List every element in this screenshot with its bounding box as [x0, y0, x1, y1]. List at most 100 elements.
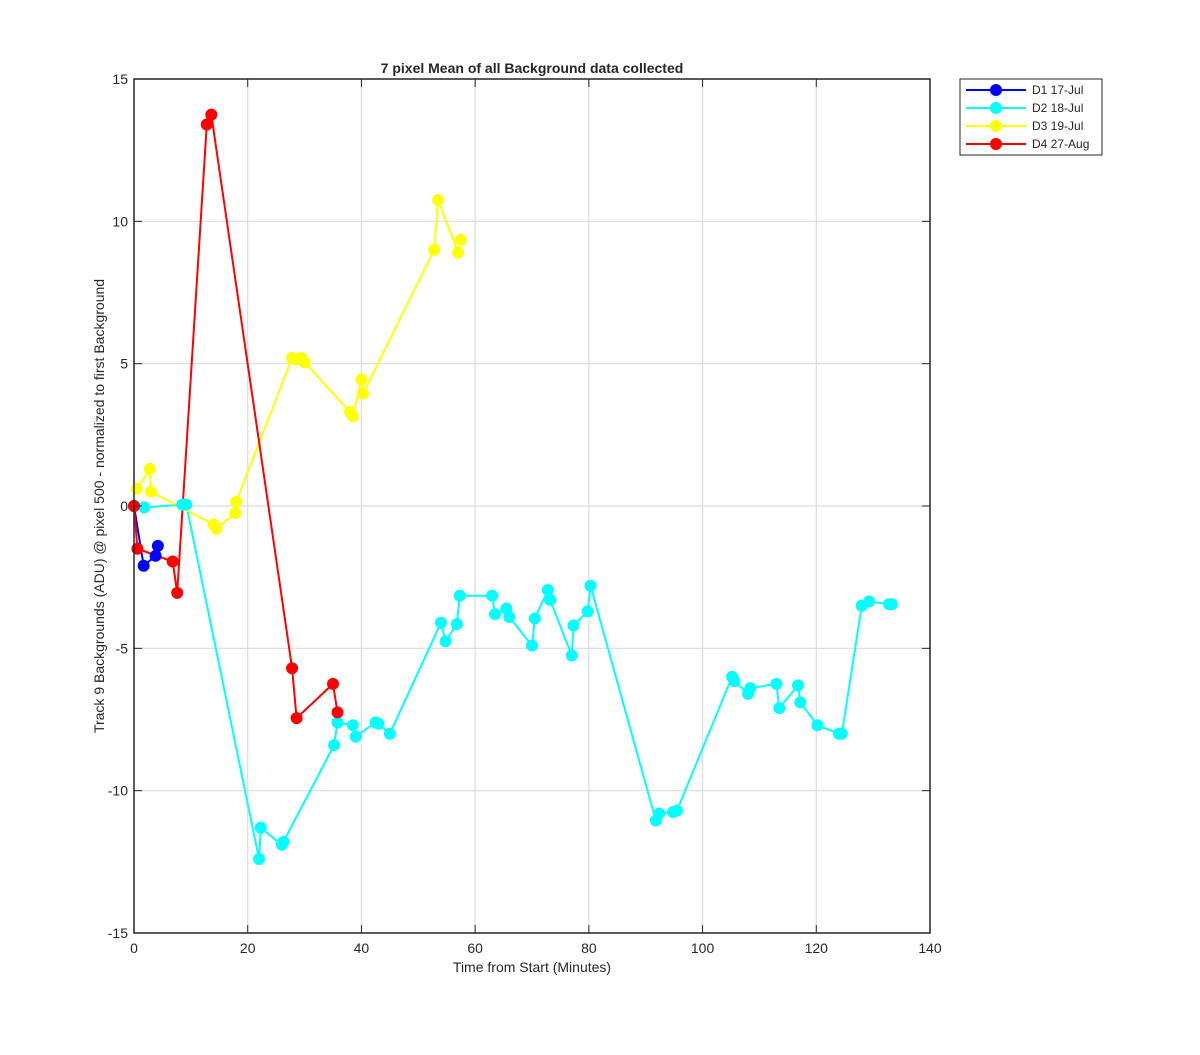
data-point-series-2: [453, 589, 466, 602]
data-point-series-2: [277, 835, 290, 848]
tick-marks: [133, 78, 931, 934]
legend-marker: [990, 120, 1002, 132]
data-point-series-4: [166, 555, 179, 568]
y-tick-label: -10: [108, 783, 128, 799]
data-point-series-2: [489, 608, 502, 621]
data-point-series-1: [151, 539, 164, 552]
data-point-series-2: [541, 583, 554, 596]
legend-item: D2 18-Jul: [966, 101, 1083, 115]
data-point-series-2: [528, 612, 541, 625]
data-point-series-1: [137, 559, 150, 572]
data-point-series-3: [357, 387, 370, 400]
data-point-series-2: [544, 593, 557, 606]
data-point-series-4: [327, 677, 339, 690]
data-point-series-3: [229, 507, 242, 520]
legend-label: D2 18-Jul: [1032, 101, 1083, 115]
data-point-series-3: [210, 522, 223, 535]
data-point-series-3: [143, 462, 156, 475]
data-point-series-2: [486, 589, 499, 602]
data-point-series-4: [290, 712, 303, 725]
x-axis-label: Time from Start (Minutes): [453, 959, 611, 975]
legend-label: D4 27-Aug: [1032, 137, 1089, 151]
data-point-series-2: [835, 727, 848, 740]
data-point-series-2: [450, 618, 463, 631]
series-markers: [128, 108, 898, 865]
data-point-series-2: [435, 616, 448, 629]
x-tick-label: 140: [918, 940, 942, 956]
data-point-series-2: [744, 682, 757, 695]
data-point-series-3: [428, 243, 441, 256]
legend-label: D1 17-Jul: [1032, 83, 1083, 97]
legend-item: D4 27-Aug: [966, 137, 1089, 151]
data-point-series-3: [355, 373, 368, 386]
legend: D1 17-Jul D2 18-Jul D3 19-Jul D4 27-Aug: [959, 78, 1103, 156]
data-point-series-3: [452, 246, 465, 259]
legend-box: [959, 78, 1103, 156]
data-point-series-4: [331, 706, 344, 719]
x-tick-label: 20: [240, 940, 256, 956]
data-point-series-3: [130, 482, 143, 495]
x-tick-label: 120: [805, 940, 829, 956]
data-point-series-2: [728, 675, 741, 688]
data-point-series-4: [205, 108, 218, 121]
data-point-series-2: [328, 739, 341, 752]
data-point-series-2: [811, 719, 824, 732]
data-point-series-2: [567, 619, 580, 632]
data-point-series-2: [885, 598, 898, 611]
y-tick-label: -15: [108, 925, 128, 941]
y-tick-label: 5: [120, 356, 128, 372]
data-point-series-2: [254, 821, 267, 834]
data-point-series-3: [432, 193, 445, 206]
data-point-series-2: [770, 677, 783, 690]
y-axis-label: Track 9 Backgrounds (ADU) @ pixel 500 - …: [91, 279, 107, 733]
data-point-series-3: [346, 410, 359, 423]
legend-item: D3 19-Jul: [966, 119, 1083, 133]
data-point-series-2: [180, 498, 193, 511]
legend-marker: [990, 102, 1002, 114]
legend-marker: [990, 138, 1002, 150]
data-point-series-4: [200, 118, 213, 131]
data-point-series-2: [794, 696, 807, 709]
data-point-series-2: [773, 702, 786, 715]
legend-label: D3 19-Jul: [1032, 119, 1083, 133]
data-point-series-2: [584, 579, 597, 592]
data-point-series-2: [653, 807, 666, 820]
data-point-series-2: [863, 595, 876, 608]
data-point-series-3: [454, 233, 467, 246]
x-tick-label: 0: [130, 940, 138, 956]
data-point-series-3: [230, 495, 243, 508]
data-point-series-2: [439, 635, 452, 648]
data-point-series-2: [670, 804, 683, 817]
data-point-series-2: [372, 717, 385, 730]
data-point-series-4: [171, 586, 184, 599]
x-tick-labels: 0 20 40 60 80 100 120 140: [130, 940, 942, 956]
x-tick-label: 100: [691, 940, 715, 956]
legend-item: D1 17-Jul: [966, 83, 1083, 97]
data-point-series-2: [331, 716, 344, 729]
data-point-series-2: [346, 719, 359, 732]
y-tick-label: -5: [116, 640, 129, 656]
data-point-series-2: [138, 501, 151, 514]
data-point-series-2: [565, 649, 578, 662]
legend-marker: [990, 84, 1002, 96]
x-tick-label: 80: [581, 940, 597, 956]
data-point-series-2: [792, 679, 805, 692]
y-tick-label: 0: [120, 498, 128, 514]
data-point-series-2: [503, 611, 516, 624]
data-point-series-2: [383, 727, 396, 740]
y-tick-label: 15: [112, 71, 128, 87]
y-tick-labels: -15 -10 -5 0 5 10 15: [108, 71, 128, 941]
data-point-series-2: [526, 639, 538, 652]
data-point-series-1: [149, 549, 162, 562]
y-tick-label: 10: [112, 213, 128, 229]
data-point-series-2: [349, 730, 362, 743]
x-tick-label: 60: [467, 940, 483, 956]
data-point-series-3: [298, 356, 311, 369]
data-point-series-4: [286, 662, 299, 675]
data-point-series-2: [253, 852, 266, 865]
data-point-series-3: [145, 485, 158, 498]
chart-title: 7 pixel Mean of all Background data coll…: [381, 60, 684, 76]
data-point-series-2: [581, 605, 594, 618]
